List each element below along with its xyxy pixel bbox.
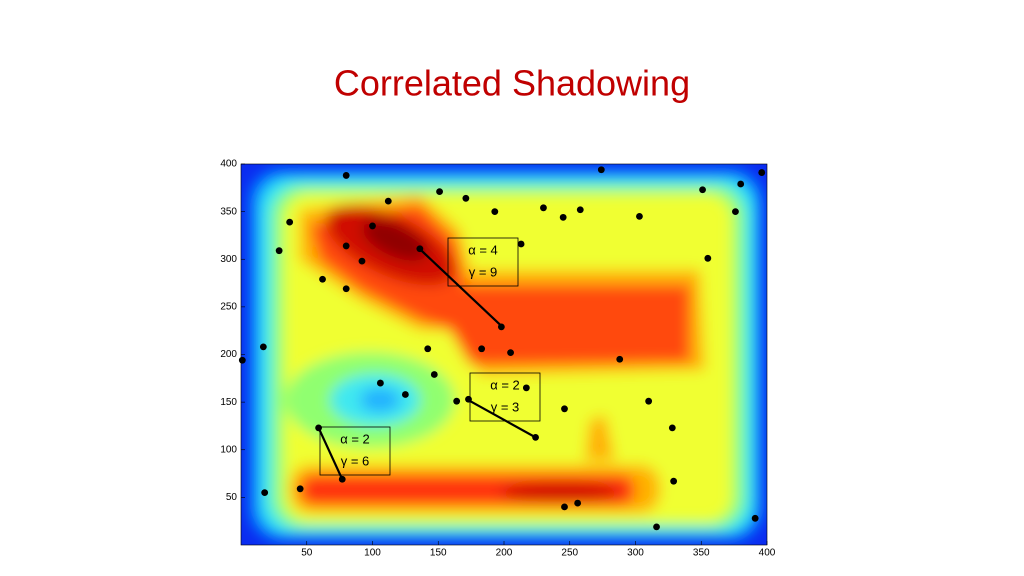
annotation-box [319, 426, 391, 476]
point [507, 349, 514, 356]
point [645, 397, 653, 405]
point [522, 384, 530, 392]
point [384, 197, 392, 205]
point [319, 275, 326, 283]
point [559, 213, 567, 221]
point [737, 180, 745, 188]
y-tick-label: 350 [220, 206, 237, 217]
link-line [467, 399, 537, 439]
point [275, 247, 283, 255]
slide-title: Correlated Shadowing [334, 63, 690, 104]
x-tick-label: 400 [759, 548, 776, 559]
point [670, 477, 678, 485]
point [286, 218, 294, 226]
point [561, 503, 568, 511]
x-tick-label: 200 [496, 548, 513, 559]
point [597, 166, 605, 174]
point [636, 212, 643, 220]
link-line [317, 427, 344, 480]
point [342, 172, 350, 179]
point [732, 208, 739, 216]
point [436, 188, 443, 196]
point [478, 345, 486, 353]
y-tick-label: 200 [220, 349, 237, 360]
point [758, 169, 766, 176]
point [401, 391, 409, 398]
y-tick-label: 100 [220, 444, 237, 455]
y-tick-label: 250 [220, 302, 237, 313]
point [453, 397, 461, 405]
point [338, 475, 346, 483]
point [416, 245, 424, 253]
point [424, 345, 432, 353]
point [751, 514, 759, 522]
x-tick-label: 150 [430, 548, 447, 559]
y-tick-label: 300 [220, 254, 237, 265]
link-line [417, 247, 503, 327]
y-tick-label: 400 [220, 159, 237, 170]
point [653, 523, 660, 531]
point [561, 405, 568, 413]
point [462, 194, 470, 202]
point [497, 323, 505, 331]
annotation-box [469, 372, 541, 422]
point [342, 285, 350, 293]
annotation-text: γ = 3 [491, 399, 520, 414]
annotation-text: α = 2 [340, 431, 370, 446]
point [532, 433, 539, 441]
y-tick-label: 150 [220, 397, 237, 408]
point [616, 355, 624, 363]
point [576, 206, 584, 214]
plot-area: 50 100 150 200 250 300 350 400 50 100 150 200 250 300… [220, 159, 775, 559]
point [704, 254, 712, 262]
point [259, 343, 267, 351]
point [238, 356, 246, 364]
annotation-text: α = 4 [468, 242, 498, 257]
point [261, 489, 269, 497]
contour-field [241, 164, 767, 545]
point [491, 208, 499, 216]
point [430, 371, 438, 378]
annotation-text: γ = 9 [469, 264, 498, 279]
x-tick-label: 350 [693, 548, 710, 559]
point [465, 395, 472, 403]
y-tick-label: 50 [226, 492, 238, 503]
point [540, 204, 547, 212]
x-tick-label: 50 [301, 548, 313, 559]
point [315, 424, 322, 432]
x-tick-label: 300 [627, 548, 644, 559]
point [358, 257, 366, 265]
point [342, 242, 350, 250]
point [376, 379, 384, 387]
point [517, 240, 525, 248]
point [296, 485, 304, 493]
point [369, 222, 376, 230]
point [699, 186, 706, 194]
annotation-text: α = 2 [490, 377, 520, 392]
point [574, 499, 582, 507]
x-tick-label: 100 [364, 548, 381, 559]
annotation-box [447, 237, 519, 287]
x-tick-label: 250 [561, 548, 578, 559]
annotation-text: γ = 6 [341, 453, 370, 468]
point [668, 424, 676, 432]
